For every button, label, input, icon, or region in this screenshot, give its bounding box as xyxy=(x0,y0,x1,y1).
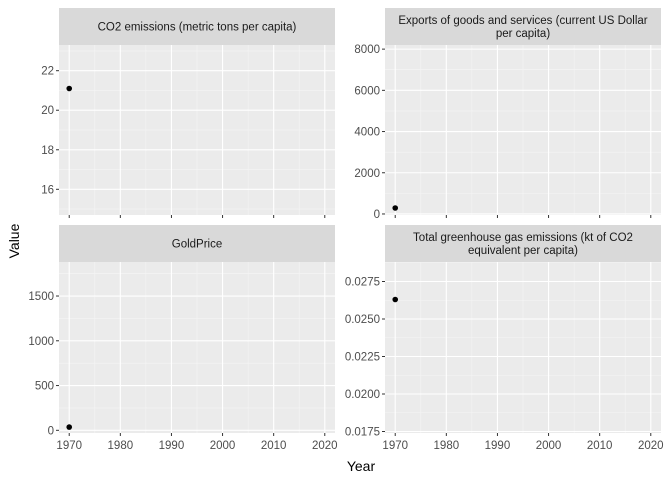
facet-panel: GoldPrice 0 500 1000 1500 1970 1980 1990 2000 201… xyxy=(28,225,338,452)
y-tick-label: 0.0175 xyxy=(345,427,380,439)
y-tick-label: 0 xyxy=(48,425,54,437)
y-tick-label: 4000 xyxy=(354,127,380,139)
data-point xyxy=(392,296,399,303)
facet-panels: CO2 emissions (metric tons per capita) 16… xyxy=(28,8,664,452)
facet-title: Total greenhouse gas emissions (kt of CO… xyxy=(413,232,633,244)
facet-title: equivalent per capita) xyxy=(468,245,578,257)
y-tick-label: 16 xyxy=(41,184,54,196)
x-tick-label: 1970 xyxy=(56,440,82,452)
y-tick-label: 0.0225 xyxy=(345,352,380,364)
x-tick-label: 2020 xyxy=(312,440,338,452)
y-axis-title: Value xyxy=(6,223,22,258)
y-tick-label: 8000 xyxy=(354,44,380,56)
y-tick-label: 18 xyxy=(41,145,54,157)
x-tick-label: 2000 xyxy=(210,440,236,452)
x-tick-label: 1970 xyxy=(382,440,408,452)
y-tick-label: 0.0275 xyxy=(345,277,380,289)
data-point xyxy=(66,85,73,92)
data-point xyxy=(66,424,73,430)
x-tick-label: 1990 xyxy=(159,440,185,452)
y-tick-label: 2000 xyxy=(354,168,380,180)
x-tick-label: 2020 xyxy=(638,440,664,452)
x-tick-label: 1980 xyxy=(434,440,460,452)
facet-panel: Exports of goods and services (current U… xyxy=(354,8,661,221)
y-tick-label: 20 xyxy=(41,105,54,117)
y-tick-label: 1500 xyxy=(28,291,54,303)
x-tick-label: 2010 xyxy=(587,440,613,452)
facet-strip xyxy=(59,225,335,262)
facet-title: GoldPrice xyxy=(172,239,223,251)
y-tick-label: 0.0250 xyxy=(345,314,380,326)
facet-title: CO2 emissions (metric tons per capita) xyxy=(98,22,297,34)
x-tick-label: 2000 xyxy=(536,440,562,452)
facet-strip xyxy=(385,225,661,262)
x-tick-label: 1990 xyxy=(485,440,511,452)
x-tick-label: 2010 xyxy=(261,440,287,452)
y-tick-label: 500 xyxy=(35,381,54,393)
y-tick-label: 22 xyxy=(41,66,54,78)
x-tick-label: 1980 xyxy=(108,440,134,452)
facet-panel: CO2 emissions (metric tons per capita) 16… xyxy=(41,8,335,218)
y-tick-label: 0 xyxy=(374,209,380,221)
facet-title: per capita) xyxy=(496,28,551,40)
y-tick-label: 1000 xyxy=(28,336,54,348)
y-tick-label: 6000 xyxy=(354,85,380,97)
y-tick-label: 0.0200 xyxy=(345,389,380,401)
facet-strip xyxy=(385,8,661,45)
facet-title: Exports of goods and services (current U… xyxy=(398,15,647,27)
facet-panel: Total greenhouse gas emissions (kt of CO… xyxy=(345,225,664,452)
x-axis-title: Year xyxy=(347,458,376,474)
data-point xyxy=(392,205,399,211)
facet-strip xyxy=(59,8,335,45)
